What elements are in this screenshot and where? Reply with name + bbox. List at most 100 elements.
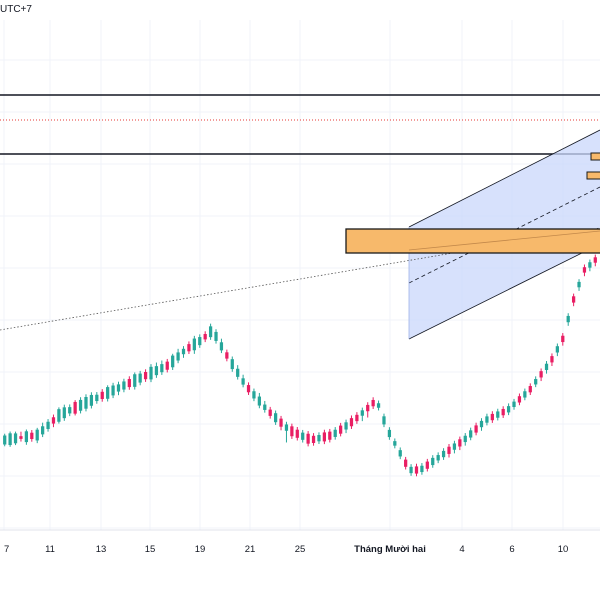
x-axis: 7 11 13 15 19 21 25 Tháng Mười hai 4 6 10 <box>4 544 568 555</box>
candle-up <box>588 262 592 268</box>
candle-down <box>571 296 576 303</box>
candle-up <box>387 429 392 438</box>
candle-up <box>208 326 213 338</box>
candle-up <box>523 391 527 398</box>
candle-down <box>203 333 207 340</box>
x-axis-tick-label: 25 <box>295 544 306 555</box>
candle-up <box>84 396 88 409</box>
x-axis-tick-label: 4 <box>459 544 464 555</box>
candle-down <box>187 344 191 352</box>
candle-up <box>431 457 435 466</box>
x-axis-tick-label: 11 <box>45 544 55 555</box>
candle-up <box>284 424 289 431</box>
candle-down <box>528 386 532 393</box>
candle-up <box>441 450 446 458</box>
candle-up <box>192 338 196 351</box>
candle-up <box>398 450 402 457</box>
candle-up <box>301 432 305 440</box>
candle-up <box>236 368 240 377</box>
candle-up <box>479 420 484 428</box>
x-axis-tick-label: 15 <box>145 544 156 555</box>
candle-down <box>268 409 272 416</box>
candle-down <box>290 426 294 437</box>
small-zone-lower[interactable] <box>586 171 600 180</box>
timezone-label: UTC+7 <box>0 4 32 15</box>
candle-up <box>555 346 559 353</box>
candle-up <box>3 435 7 445</box>
channel-upper-line[interactable] <box>408 129 600 228</box>
candle-up <box>78 399 83 411</box>
candle-up <box>154 366 159 376</box>
candle-up <box>138 373 142 383</box>
candle-down <box>447 446 451 454</box>
candle-down <box>306 433 310 444</box>
candle-down <box>404 459 408 467</box>
candle-up <box>376 403 381 408</box>
candle-down <box>349 418 354 427</box>
candle-up <box>89 394 94 406</box>
candle-up <box>160 364 164 373</box>
candle-up <box>62 407 66 419</box>
candle-down <box>143 371 148 380</box>
candle-up <box>111 385 115 396</box>
candle-down <box>371 399 375 407</box>
candle-up <box>13 433 18 444</box>
candle-up <box>409 466 413 474</box>
candle-up <box>122 381 126 390</box>
candle-down <box>582 267 587 273</box>
candle-up <box>512 401 516 408</box>
candle-down <box>550 356 554 363</box>
candle-up <box>393 441 397 446</box>
candlestick-series <box>3 254 597 477</box>
candle-down <box>339 425 343 434</box>
candle-up <box>317 435 321 442</box>
x-axis-tick-label: 19 <box>195 544 206 555</box>
x-axis-tick-label: Tháng Mười hai <box>354 544 426 555</box>
candle-up <box>241 378 245 385</box>
candle-down <box>593 257 597 263</box>
candle-up <box>198 337 202 346</box>
candle-down <box>366 404 370 412</box>
candle-down <box>225 352 229 359</box>
candle-down <box>30 432 34 440</box>
candle-up <box>263 404 267 410</box>
candle-down <box>474 425 478 433</box>
candle-down <box>279 418 283 427</box>
supply-zone-rectangle[interactable] <box>345 228 600 254</box>
candle-down <box>19 436 23 439</box>
candle-up <box>566 315 570 323</box>
candle-up <box>273 413 278 423</box>
candle-up <box>57 409 61 422</box>
candle-up <box>176 352 180 361</box>
candle-down <box>458 439 462 447</box>
candle-up <box>382 416 386 425</box>
candle-down <box>295 429 299 438</box>
candle-down <box>311 435 316 444</box>
candle-down <box>561 335 565 343</box>
candle-up <box>544 363 549 371</box>
candle-down <box>355 414 359 422</box>
candle-up <box>8 433 12 446</box>
channel-lower-line[interactable] <box>408 243 600 340</box>
candle-down <box>127 378 131 388</box>
candle-up <box>252 391 256 399</box>
candle-down <box>425 461 429 469</box>
zone-inner-line <box>408 230 600 251</box>
candle-up <box>577 281 581 288</box>
candle-up <box>436 455 440 461</box>
candle-up <box>360 410 364 416</box>
candle-up <box>41 426 45 435</box>
candle-up <box>469 430 473 438</box>
candle-up <box>35 429 39 441</box>
x-axis-tick-label: 6 <box>509 544 514 555</box>
candle-up <box>496 411 500 418</box>
candle-up <box>230 359 234 370</box>
candle-up <box>171 355 175 368</box>
candle-down <box>165 361 169 370</box>
candle-up <box>219 342 224 351</box>
x-axis-tick-label: 21 <box>245 544 256 555</box>
small-zone-upper[interactable] <box>590 152 600 161</box>
candle-up <box>95 394 99 402</box>
